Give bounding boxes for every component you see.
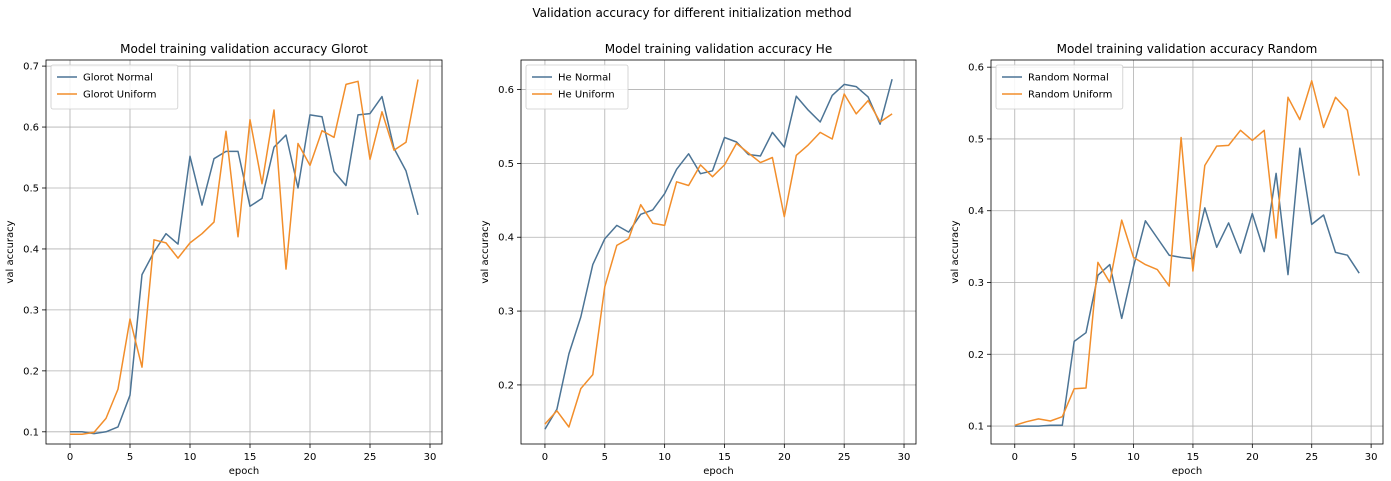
- x-axis-label: epoch: [1172, 466, 1202, 477]
- chart-title: Model training validation accuracy Gloro…: [120, 42, 368, 56]
- legend-label: Glorot Normal: [83, 73, 153, 84]
- x-tick-label: 0: [542, 452, 548, 463]
- chart-1: 0 5 10 15 20 25 30 0.1 0.2 0.3 0.4 0.5 0.6 0.7 Model t…: [5, 42, 443, 477]
- y-tick-label: 0.5: [498, 159, 514, 170]
- x-tick-label: 5: [602, 452, 608, 463]
- series-line-1: [544, 79, 893, 430]
- x-tick-label: 30: [1365, 452, 1378, 463]
- x-tick-label: 10: [1127, 452, 1140, 463]
- x-tick-label: 15: [1187, 452, 1200, 463]
- x-tick-label: 20: [304, 452, 317, 463]
- x-tick-label: 25: [364, 452, 377, 463]
- series-line-2: [70, 79, 419, 435]
- y-tick-label: 0.2: [498, 380, 514, 391]
- legend-label: Glorot Uniform: [83, 90, 157, 101]
- y-tick-label: 0.6: [968, 63, 984, 74]
- x-tick-label: 0: [1012, 452, 1018, 463]
- charts-container: 0 5 10 15 20 25 30 0.1 0.2 0.3 0.4 0.5 0.6 0.7 Model t…: [5, 42, 1384, 477]
- y-tick-label: 0.3: [968, 278, 984, 289]
- x-tick-label: 10: [184, 452, 197, 463]
- chart-3: 0 5 10 15 20 25 30 0.1 0.2 0.3 0.4 0.5 0.6 Model trai…: [950, 42, 1384, 477]
- x-tick-label: 25: [1305, 452, 1318, 463]
- y-tick-label: 0.7: [23, 62, 39, 73]
- legend-box: [50, 64, 179, 110]
- x-tick-label: 25: [838, 452, 851, 463]
- x-tick-label: 5: [1071, 452, 1077, 463]
- y-tick-label: 0.5: [23, 184, 39, 195]
- y-tick-label: 0.4: [968, 206, 984, 217]
- x-tick-label: 20: [1246, 452, 1259, 463]
- y-tick-label: 0.2: [23, 366, 39, 377]
- x-tick-label: 0: [67, 452, 73, 463]
- axes-frame: [45, 59, 443, 445]
- x-tick-label: 20: [778, 452, 791, 463]
- y-tick-label: 0.2: [968, 350, 984, 361]
- x-tick-label: 30: [898, 452, 911, 463]
- x-tick-label: 30: [424, 452, 437, 463]
- series-line-1: [1014, 147, 1360, 427]
- x-axis-label: epoch: [703, 466, 733, 477]
- axes-frame: [990, 59, 1384, 445]
- y-axis-label: val accuracy: [480, 220, 491, 283]
- y-tick-label: 0.1: [23, 427, 39, 438]
- y-tick-label: 0.3: [498, 307, 514, 318]
- x-tick-label: 15: [244, 452, 257, 463]
- chart-2: 0 5 10 15 20 25 30 0.2 0.3 0.4 0.5 0.6 Model trainin…: [480, 42, 917, 477]
- figure-suptitle: Validation accuracy for different initia…: [532, 6, 851, 20]
- series-line-2: [544, 93, 893, 428]
- chart-title: Model training validation accuracy He: [605, 42, 832, 56]
- legend-label: He Normal: [558, 73, 611, 84]
- x-tick-label: 5: [127, 452, 133, 463]
- y-axis-label: val accuracy: [5, 220, 16, 283]
- y-tick-label: 0.1: [968, 422, 984, 433]
- y-axis-label: val accuracy: [950, 220, 961, 283]
- legend-box: [525, 64, 629, 110]
- y-tick-label: 0.6: [23, 123, 39, 134]
- y-tick-label: 0.5: [968, 134, 984, 145]
- legend-label: Random Uniform: [1028, 90, 1112, 101]
- x-tick-label: 15: [718, 452, 731, 463]
- legend-box: [995, 64, 1124, 110]
- y-tick-label: 0.6: [498, 85, 514, 96]
- axes-frame: [520, 59, 917, 445]
- y-tick-label: 0.3: [23, 305, 39, 316]
- series-line-2: [1014, 80, 1360, 427]
- chart-title: Model training validation accuracy Rando…: [1057, 42, 1318, 56]
- y-tick-label: 0.4: [498, 233, 514, 244]
- x-tick-label: 10: [658, 452, 671, 463]
- x-axis-label: epoch: [229, 466, 259, 477]
- y-tick-label: 0.4: [23, 244, 39, 255]
- legend-label: He Uniform: [558, 90, 615, 101]
- legend-label: Random Normal: [1028, 73, 1109, 84]
